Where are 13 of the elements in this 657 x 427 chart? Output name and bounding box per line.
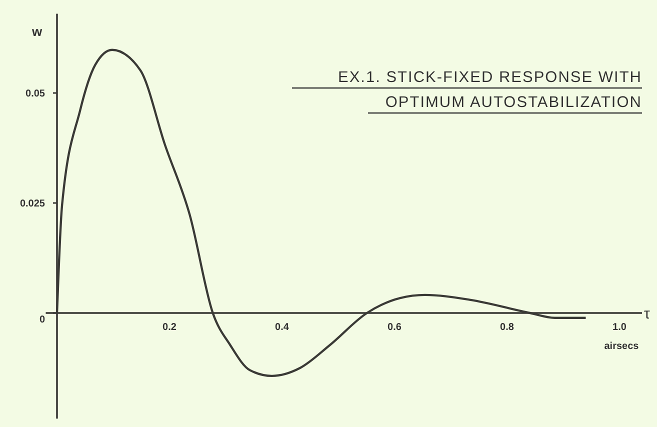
y-axis-title: w (30, 24, 43, 39)
text: OPTIMUM AUTOSTABILIZATION (385, 94, 642, 111)
y-tick-label: 0 (39, 314, 46, 326)
text: EX.1. STICK-FIXED RESPONSE WITH (338, 69, 642, 86)
x-tick-label: 1.0 (612, 322, 627, 333)
x-tick-label: 0.2 (162, 322, 177, 333)
y-tick-label: 0.05 (26, 88, 46, 100)
y-tick-label: 0.025 (20, 198, 46, 210)
annotation: airsecs (604, 341, 640, 352)
x-tick-label: 0.6 (388, 322, 402, 333)
x-tick-label: 0.4 (275, 322, 290, 333)
x-tick-label: 0.8 (500, 322, 514, 333)
x-axis-title: τ (644, 305, 650, 322)
